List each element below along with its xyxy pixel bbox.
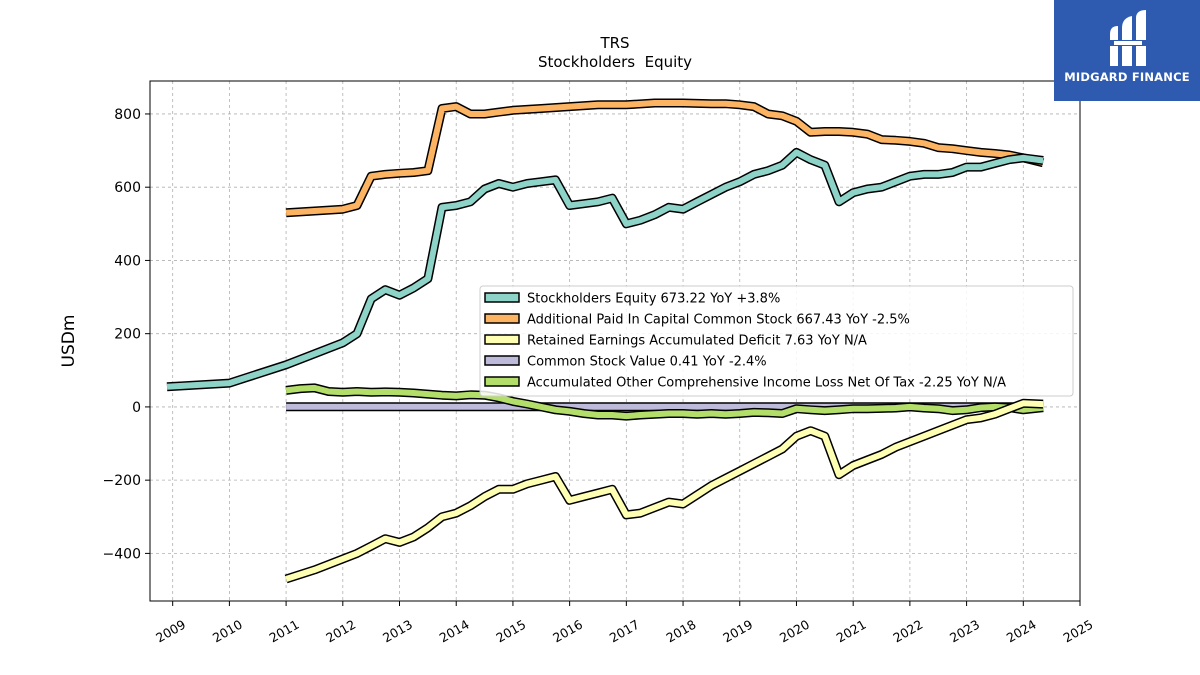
x-tick-label: 2020 — [777, 617, 812, 646]
x-tick-label: 2018 — [663, 617, 698, 646]
y-axis-label: USDm — [59, 315, 79, 368]
legend: Stockholders Equity 673.22 YoY +3.8% Addi… — [479, 285, 1074, 397]
series-line-additional-paid-in-capital-common-stock — [285, 100, 1044, 216]
x-tick-label: 2021 — [834, 617, 869, 646]
x-tick-label: 2011 — [267, 617, 302, 646]
x-tick-label: 2012 — [323, 617, 358, 646]
y-tick-label: 800 — [114, 107, 141, 123]
y-tick-label: 0 — [132, 400, 141, 416]
series-layer — [166, 98, 1045, 584]
x-tick-label: 2023 — [947, 617, 982, 646]
legend-box — [479, 285, 1074, 397]
legend-label: Additional Paid In Capital Common Stock … — [527, 313, 910, 328]
midgard-logo-icon — [1108, 10, 1148, 66]
plot-frame — [149, 80, 1081, 602]
legend-swatch — [484, 376, 520, 387]
y-tick-label: 600 — [114, 180, 141, 196]
chart-title: TRS — [599, 34, 629, 52]
x-tick-label: 2015 — [493, 617, 528, 646]
x-tick-label: 2016 — [550, 617, 585, 646]
x-tick-label: 2024 — [1004, 617, 1039, 646]
legend-label: Accumulated Other Comprehensive Income L… — [527, 376, 1006, 391]
x-tick-label: 2017 — [607, 617, 642, 646]
chart-subtitle: Stockholders Equity — [538, 53, 692, 71]
series-line-stockholders-equity — [166, 149, 1044, 390]
x-tick-label: 2019 — [720, 617, 755, 646]
brand-badge: MIDGARD FINANCE — [1054, 0, 1200, 101]
series-line-accumulated-other-comprehensive-income-loss-net-of-tax — [285, 384, 1044, 420]
legend-label: Common Stock Value 0.41 YoY -2.4% — [527, 355, 767, 370]
y-tick-label: 400 — [114, 253, 141, 269]
x-tick-label: 2009 — [153, 617, 188, 646]
x-tick-label: 2013 — [380, 617, 415, 646]
y-tick-label: −400 — [103, 546, 141, 562]
x-tick-label: 2010 — [210, 617, 245, 646]
x-tick-label: 2025 — [1060, 617, 1095, 646]
legend-swatch — [484, 355, 520, 366]
legend-swatch — [484, 292, 520, 303]
y-tick-label: −200 — [103, 473, 141, 489]
y-tick-label: 200 — [114, 327, 141, 343]
legend-swatch — [484, 313, 520, 324]
x-tick-label: 2014 — [437, 617, 472, 646]
legend-label: Stockholders Equity 673.22 YoY +3.8% — [527, 292, 780, 307]
brand-name: MIDGARD FINANCE — [1064, 70, 1190, 84]
legend-swatch — [484, 334, 520, 345]
series-line-retained-earnings-accumulated-deficit — [285, 400, 1044, 582]
x-tick-label: 2022 — [890, 617, 925, 646]
legend-label: Retained Earnings Accumulated Deficit 7.… — [527, 334, 867, 349]
